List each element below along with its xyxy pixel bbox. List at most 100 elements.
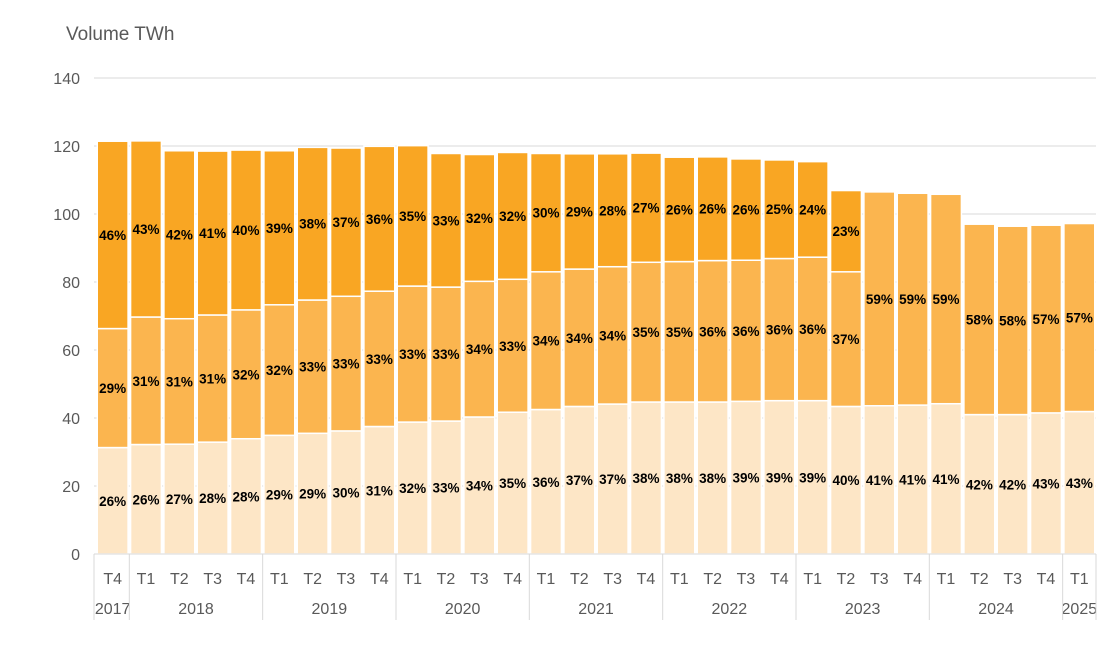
data-label: 37%	[332, 215, 359, 230]
data-label: 34%	[566, 331, 593, 346]
bar-segment	[396, 421, 429, 555]
y-tick-label: 0	[71, 547, 80, 564]
bar-segment	[296, 146, 329, 301]
x-tick-label: T1	[937, 571, 956, 588]
data-label: 26%	[99, 494, 126, 509]
data-label: 42%	[999, 477, 1026, 492]
bar-segment	[1063, 410, 1096, 555]
data-label: 33%	[299, 360, 326, 375]
x-tick-label: T4	[237, 571, 256, 588]
data-label: 38%	[299, 217, 326, 232]
data-label: 30%	[532, 206, 559, 221]
data-label: 33%	[499, 339, 526, 354]
bar-segment	[996, 413, 1029, 555]
data-label: 39%	[266, 221, 293, 236]
year-label: 2020	[445, 601, 481, 618]
data-label: 38%	[666, 471, 693, 486]
data-label: 46%	[99, 228, 126, 243]
x-tick-label: T4	[770, 571, 789, 588]
x-tick-label: T2	[303, 571, 322, 588]
y-tick-label: 80	[62, 275, 80, 292]
data-label: 42%	[166, 228, 193, 243]
data-label: 41%	[899, 473, 926, 488]
bar-segment	[196, 314, 229, 443]
bar-segment	[496, 411, 529, 555]
data-label: 40%	[232, 223, 259, 238]
data-label: 32%	[466, 211, 493, 226]
data-label: 31%	[366, 483, 393, 498]
data-label: 27%	[166, 492, 193, 507]
bar-segment	[663, 260, 696, 403]
bar-segment	[363, 290, 396, 428]
data-label: 33%	[366, 352, 393, 367]
bar-segment	[196, 150, 229, 316]
bar-segment	[96, 327, 129, 449]
bar-segment	[229, 149, 263, 311]
x-tick-label: T1	[270, 571, 289, 588]
bar-segment	[496, 278, 529, 413]
bar-segment	[863, 191, 896, 407]
bar-segment	[1063, 222, 1096, 413]
data-label: 24%	[799, 202, 826, 217]
x-tick-label: T4	[1037, 571, 1056, 588]
data-label: 57%	[1066, 311, 1093, 326]
data-label: 33%	[432, 213, 459, 228]
x-tick-label: T2	[837, 571, 856, 588]
data-label: 28%	[232, 489, 259, 504]
y-tick-label: 100	[53, 207, 80, 224]
year-label: 2023	[845, 601, 881, 618]
data-label: 31%	[166, 374, 193, 389]
data-label: 25%	[766, 202, 793, 217]
x-tick-label: T3	[737, 571, 756, 588]
data-label: 29%	[266, 488, 293, 503]
data-label: 29%	[299, 487, 326, 502]
bar-segment	[896, 192, 929, 406]
data-label: 41%	[932, 472, 959, 487]
bar-segment	[896, 404, 929, 555]
data-label: 41%	[199, 226, 226, 241]
x-tick-label: T1	[803, 571, 822, 588]
x-tick-label: T1	[537, 571, 556, 588]
bar-segment	[129, 140, 163, 318]
bar-segment	[663, 401, 696, 555]
bar-segment	[763, 257, 796, 402]
data-label: 37%	[566, 473, 593, 488]
bar-segment	[696, 259, 729, 403]
data-label: 35%	[666, 325, 693, 340]
bar-segment	[396, 285, 429, 423]
year-label: 2024	[978, 601, 1014, 618]
bar-segment	[429, 152, 463, 288]
bar-segment	[729, 259, 763, 403]
bar-segment	[729, 158, 763, 261]
data-label: 32%	[266, 363, 293, 378]
data-label: 28%	[599, 203, 626, 218]
year-label: 2018	[178, 601, 214, 618]
data-label: 33%	[432, 481, 459, 496]
bar-segment	[163, 317, 196, 445]
data-label: 34%	[466, 342, 493, 357]
bar-segment	[596, 403, 629, 555]
data-label: 43%	[132, 222, 159, 237]
bar-segment	[796, 256, 829, 402]
data-label: 32%	[232, 367, 259, 382]
data-label: 35%	[499, 476, 526, 491]
bar-segment	[263, 434, 296, 555]
data-label: 40%	[832, 473, 859, 488]
data-label: 33%	[432, 347, 459, 362]
bar-segment	[929, 193, 963, 405]
bar-segment	[796, 399, 829, 555]
data-label: 29%	[566, 204, 593, 219]
data-label: 27%	[632, 201, 659, 216]
bar-segment	[496, 151, 529, 281]
x-tick-label: T1	[137, 571, 156, 588]
x-tick-label: T2	[170, 571, 189, 588]
bar-segment	[629, 401, 663, 555]
x-tick-label: T3	[470, 571, 489, 588]
bar-segment	[596, 265, 629, 405]
bar-segment	[196, 441, 229, 555]
bar-segment	[796, 160, 829, 258]
bar-segment	[229, 309, 263, 440]
data-label: 34%	[532, 334, 559, 349]
